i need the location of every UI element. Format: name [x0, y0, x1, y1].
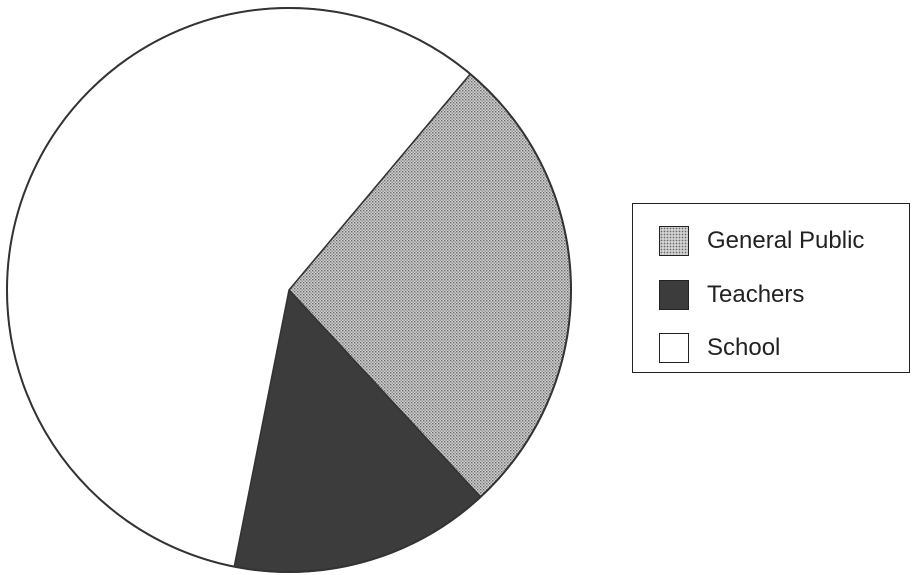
- legend-item-school: School: [659, 333, 780, 363]
- legend-label-teachers: Teachers: [707, 281, 805, 308]
- legend-item-general-public: General Public: [659, 226, 864, 256]
- legend-swatch-general-public: [659, 226, 689, 256]
- legend-swatch-teachers: [659, 280, 689, 310]
- chart-legend: General Public Teachers School: [632, 203, 910, 373]
- pie-outline: [6, 7, 572, 573]
- legend-label-school: School: [707, 334, 781, 361]
- legend-item-teachers: Teachers: [659, 280, 804, 310]
- legend-swatch-school: [659, 333, 689, 363]
- pie-slices: [6, 7, 572, 573]
- legend-label-general-public: General Public: [707, 227, 865, 254]
